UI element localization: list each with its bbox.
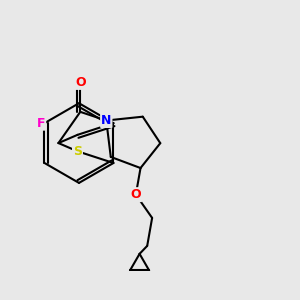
Text: S: S — [73, 145, 82, 158]
Text: N: N — [101, 114, 112, 127]
Text: O: O — [75, 76, 86, 89]
Text: F: F — [37, 117, 45, 130]
Text: O: O — [130, 188, 141, 201]
